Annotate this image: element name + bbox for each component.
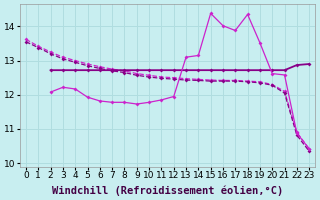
- X-axis label: Windchill (Refroidissement éolien,°C): Windchill (Refroidissement éolien,°C): [52, 185, 283, 196]
